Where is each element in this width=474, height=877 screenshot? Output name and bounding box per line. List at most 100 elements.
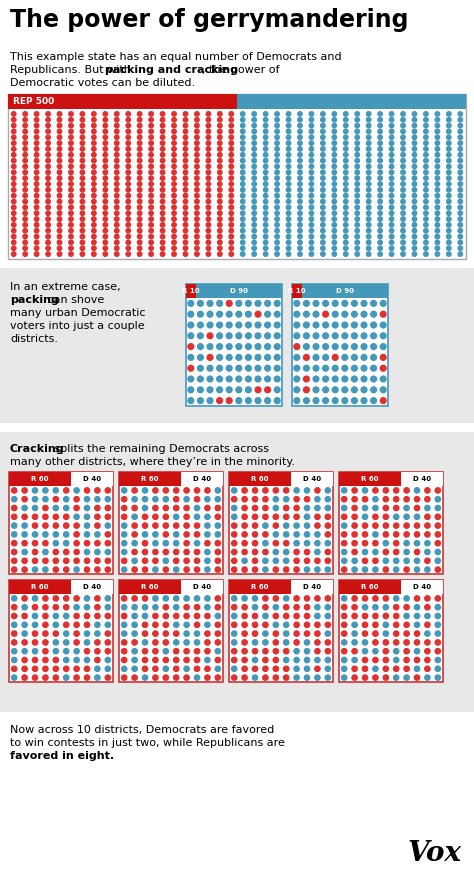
Circle shape bbox=[153, 613, 158, 618]
Circle shape bbox=[22, 649, 27, 654]
Circle shape bbox=[232, 549, 237, 554]
Circle shape bbox=[11, 153, 16, 157]
Circle shape bbox=[286, 211, 291, 216]
Circle shape bbox=[332, 376, 338, 381]
Circle shape bbox=[283, 514, 289, 519]
Circle shape bbox=[183, 229, 188, 233]
Circle shape bbox=[23, 211, 27, 216]
Circle shape bbox=[46, 223, 50, 227]
Circle shape bbox=[252, 199, 256, 203]
Circle shape bbox=[11, 170, 16, 175]
Circle shape bbox=[332, 211, 337, 216]
Circle shape bbox=[344, 118, 348, 122]
Circle shape bbox=[142, 649, 147, 654]
Circle shape bbox=[283, 523, 289, 528]
Circle shape bbox=[414, 540, 419, 545]
Circle shape bbox=[383, 549, 388, 554]
Circle shape bbox=[361, 366, 367, 371]
Circle shape bbox=[236, 333, 242, 339]
Circle shape bbox=[393, 613, 399, 618]
Text: favored in eight.: favored in eight. bbox=[10, 751, 114, 761]
Circle shape bbox=[103, 217, 108, 221]
Circle shape bbox=[378, 146, 383, 151]
Circle shape bbox=[264, 211, 268, 216]
Circle shape bbox=[424, 188, 428, 192]
Circle shape bbox=[447, 188, 451, 192]
Circle shape bbox=[188, 354, 194, 360]
Circle shape bbox=[304, 622, 310, 627]
Circle shape bbox=[414, 613, 419, 618]
Circle shape bbox=[362, 558, 368, 563]
Circle shape bbox=[246, 301, 251, 306]
Circle shape bbox=[344, 188, 348, 192]
Circle shape bbox=[184, 567, 189, 572]
Circle shape bbox=[22, 667, 27, 672]
Circle shape bbox=[183, 164, 188, 168]
Circle shape bbox=[389, 194, 394, 198]
Circle shape bbox=[294, 366, 300, 371]
Circle shape bbox=[84, 531, 90, 537]
Circle shape bbox=[274, 366, 280, 371]
Circle shape bbox=[198, 376, 203, 381]
Circle shape bbox=[362, 488, 368, 493]
Circle shape bbox=[320, 141, 325, 146]
Circle shape bbox=[313, 311, 319, 317]
Circle shape bbox=[206, 170, 210, 175]
Circle shape bbox=[121, 649, 127, 654]
Circle shape bbox=[126, 252, 130, 256]
Circle shape bbox=[383, 558, 388, 563]
Circle shape bbox=[43, 505, 48, 510]
Circle shape bbox=[252, 488, 258, 493]
Circle shape bbox=[401, 240, 405, 245]
Circle shape bbox=[283, 595, 289, 601]
Circle shape bbox=[35, 205, 39, 210]
Circle shape bbox=[401, 135, 405, 139]
Circle shape bbox=[332, 344, 338, 349]
Circle shape bbox=[126, 124, 130, 128]
Circle shape bbox=[105, 649, 110, 654]
Circle shape bbox=[53, 649, 58, 654]
Circle shape bbox=[424, 124, 428, 128]
Circle shape bbox=[274, 344, 280, 349]
Circle shape bbox=[342, 523, 347, 528]
Circle shape bbox=[236, 387, 242, 393]
Circle shape bbox=[91, 111, 96, 116]
Circle shape bbox=[286, 129, 291, 133]
Circle shape bbox=[242, 675, 247, 681]
Circle shape bbox=[84, 595, 90, 601]
Text: many urban Democratic: many urban Democratic bbox=[10, 308, 146, 318]
Circle shape bbox=[435, 604, 440, 610]
Circle shape bbox=[64, 505, 69, 510]
Circle shape bbox=[198, 301, 203, 306]
Circle shape bbox=[371, 344, 376, 349]
Circle shape bbox=[298, 141, 302, 146]
Circle shape bbox=[126, 170, 130, 175]
Circle shape bbox=[286, 159, 291, 163]
Circle shape bbox=[69, 182, 73, 186]
Circle shape bbox=[198, 387, 203, 393]
Circle shape bbox=[32, 613, 37, 618]
Circle shape bbox=[226, 311, 232, 317]
Circle shape bbox=[325, 488, 330, 493]
Circle shape bbox=[232, 622, 237, 627]
Circle shape bbox=[275, 246, 279, 251]
Circle shape bbox=[74, 667, 79, 672]
Circle shape bbox=[246, 376, 251, 381]
Circle shape bbox=[43, 604, 48, 610]
Circle shape bbox=[304, 595, 310, 601]
Circle shape bbox=[74, 514, 79, 519]
Circle shape bbox=[91, 252, 96, 256]
Circle shape bbox=[105, 631, 110, 636]
Circle shape bbox=[304, 649, 310, 654]
Circle shape bbox=[242, 658, 247, 663]
Circle shape bbox=[313, 344, 319, 349]
Bar bbox=[72, 472, 113, 486]
Circle shape bbox=[153, 488, 158, 493]
Circle shape bbox=[173, 613, 179, 618]
Circle shape bbox=[264, 199, 268, 203]
Circle shape bbox=[173, 658, 179, 663]
Circle shape bbox=[80, 129, 85, 133]
Circle shape bbox=[153, 631, 158, 636]
Circle shape bbox=[115, 153, 119, 157]
Circle shape bbox=[273, 531, 278, 537]
